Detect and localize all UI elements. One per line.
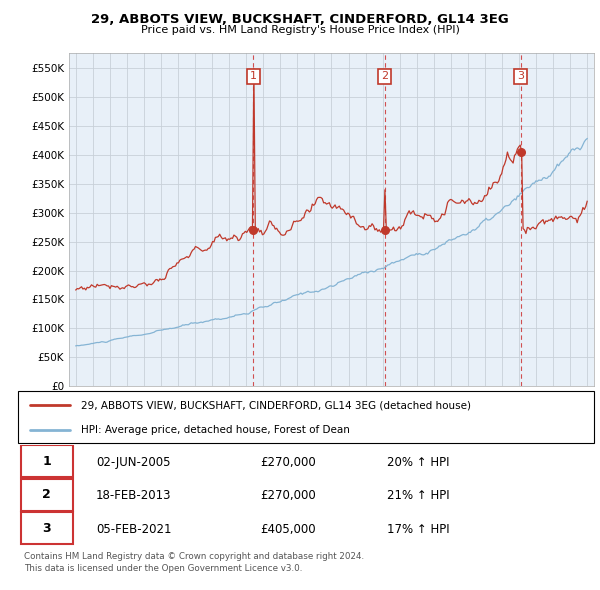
Text: £405,000: £405,000 <box>260 523 316 536</box>
Text: 21% ↑ HPI: 21% ↑ HPI <box>386 489 449 502</box>
Text: 20% ↑ HPI: 20% ↑ HPI <box>386 455 449 468</box>
Text: Contains HM Land Registry data © Crown copyright and database right 2024.
This d: Contains HM Land Registry data © Crown c… <box>24 552 364 573</box>
Text: 29, ABBOTS VIEW, BUCKSHAFT, CINDERFORD, GL14 3EG (detached house): 29, ABBOTS VIEW, BUCKSHAFT, CINDERFORD, … <box>82 400 472 410</box>
Text: Price paid vs. HM Land Registry's House Price Index (HPI): Price paid vs. HM Land Registry's House … <box>140 25 460 35</box>
Text: 17% ↑ HPI: 17% ↑ HPI <box>386 523 449 536</box>
Text: 2: 2 <box>381 71 388 81</box>
Text: 1: 1 <box>250 71 257 81</box>
Text: 2: 2 <box>43 488 51 501</box>
Text: 3: 3 <box>43 522 51 535</box>
Text: 02-JUN-2005: 02-JUN-2005 <box>96 455 170 468</box>
Text: 29, ABBOTS VIEW, BUCKSHAFT, CINDERFORD, GL14 3EG: 29, ABBOTS VIEW, BUCKSHAFT, CINDERFORD, … <box>91 13 509 26</box>
Text: 3: 3 <box>517 71 524 81</box>
Text: £270,000: £270,000 <box>260 455 316 468</box>
Text: 18-FEB-2013: 18-FEB-2013 <box>96 489 171 502</box>
FancyBboxPatch shape <box>21 445 73 477</box>
FancyBboxPatch shape <box>21 478 73 511</box>
FancyBboxPatch shape <box>21 512 73 544</box>
Text: 05-FEB-2021: 05-FEB-2021 <box>96 523 171 536</box>
Text: £270,000: £270,000 <box>260 489 316 502</box>
Text: 1: 1 <box>43 455 51 468</box>
Text: HPI: Average price, detached house, Forest of Dean: HPI: Average price, detached house, Fore… <box>82 425 350 434</box>
